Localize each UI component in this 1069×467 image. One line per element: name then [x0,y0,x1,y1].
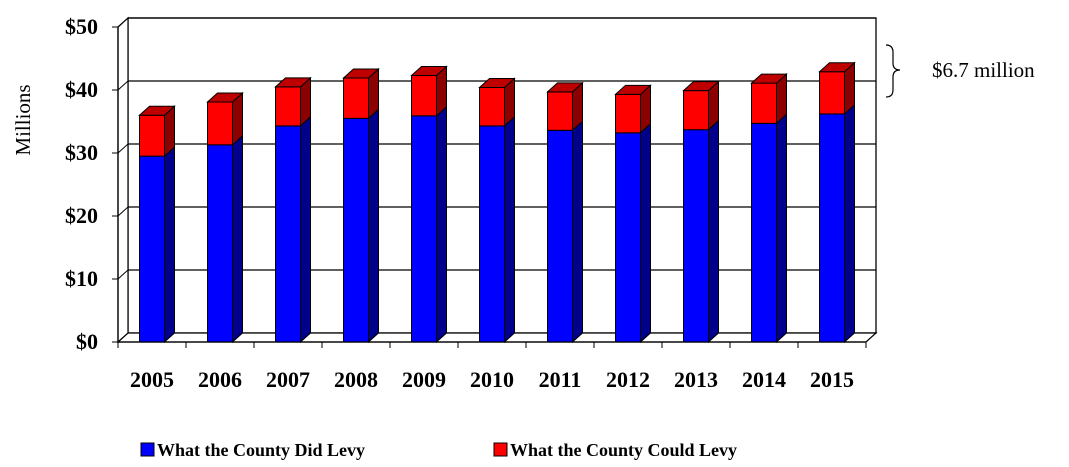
bar-top-could-levy [138,105,176,116]
bar-did-levy [615,132,641,343]
x-tick-label: 2013 [674,367,718,392]
bar-could-levy [343,77,369,119]
y-tick-label: $40 [65,77,98,102]
bar-could-levy [751,82,777,124]
bar-could-levy [479,86,505,127]
gridline-side [117,17,129,28]
bar-top-could-levy [682,81,720,92]
plot-side-wall [117,16,129,344]
x-tick-label: 2009 [402,367,446,392]
bar-side-did-levy [164,146,175,344]
bar-side-did-levy [436,105,447,344]
bar-top-could-levy [478,77,516,88]
bar-side-did-levy [776,113,787,344]
y-tick-label: $50 [65,14,98,39]
bar-could-levy [683,90,709,131]
bar-top-could-levy [274,77,312,88]
legend-label-could-levy: What the County Could Levy [510,440,737,460]
bar-top-could-levy [750,73,788,84]
bar-top-could-levy [342,68,380,79]
annotation-brace [885,44,901,98]
bar-could-levy [411,75,437,117]
gridline-side [117,206,129,217]
legend-swatch-did-levy [140,442,155,457]
bar-did-levy [547,129,573,343]
bar-could-levy [615,93,641,134]
x-tick-label: 2008 [334,367,378,392]
bar-side-did-levy [708,119,719,344]
x-tick-label: 2010 [470,367,514,392]
bar-did-levy [411,115,437,343]
bar-side-did-levy [640,122,651,344]
axis-layer: $0 $10 $20 $30 $40 $50 2005 2006 2007 2008 2009 201… [65,14,867,392]
gridline-side [117,80,129,91]
bar-top-could-levy [410,66,448,77]
x-tick-label: 2012 [606,367,650,392]
bar-could-levy [547,91,573,131]
bar-could-levy [275,86,301,127]
y-tick-label: $0 [76,329,98,354]
annotation: $6.7 million [885,44,1035,98]
bar-side-did-levy [844,103,855,344]
gridline-side [117,269,129,280]
bar-could-levy [207,101,233,146]
x-tick-label: 2007 [266,367,310,392]
bar-did-levy [139,155,165,343]
y-axis-label: Millions [11,84,35,155]
x-tick-label: 2015 [810,367,854,392]
x-tick-label: 2006 [198,367,242,392]
bar-top-could-levy [614,84,652,95]
bar-did-levy [751,122,777,343]
x-tick-label: 2014 [742,367,786,392]
bar-did-levy [207,144,233,343]
legend-label-did-levy: What the County Did Levy [157,440,365,460]
x-tick-label: 2005 [130,367,174,392]
bar-did-levy [819,113,845,343]
bar-could-levy [139,114,165,157]
x-tick-label: 2011 [539,367,582,392]
bar-did-levy [479,125,505,343]
bar-side-did-levy [232,134,243,344]
bar-top-could-levy [546,82,584,93]
legend-swatch-could-levy [493,442,508,457]
bar-top-could-levy [818,62,856,73]
legend: What the County Did Levy What the County… [140,440,737,460]
bars-layer [138,61,856,344]
bar-did-levy [683,129,709,343]
bar-did-levy [275,125,301,343]
annotation-label: $6.7 million [932,58,1035,82]
bar-side-did-levy [504,115,515,344]
bar-top-could-levy [206,92,244,103]
bar-side-did-levy [368,108,379,344]
y-tick-label: $20 [65,203,98,228]
bar-side-did-levy [300,115,311,344]
bar-side-did-levy [572,120,583,344]
gridline-side [117,143,129,154]
bar-did-levy [343,117,369,343]
y-tick-label: $10 [65,266,98,291]
y-tick-label: $30 [65,140,98,165]
bar-could-levy [819,71,845,115]
